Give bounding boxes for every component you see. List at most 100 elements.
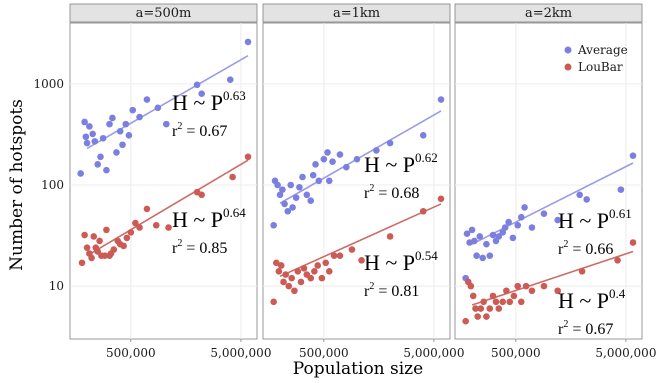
legend-label-loubar: LouBar [578,60,623,74]
x-tick-label: 500,000 [299,346,349,360]
data-point [510,292,518,300]
data-point [101,252,109,259]
data-point [467,282,475,290]
data-point [113,149,120,156]
r-symbol: r [364,185,370,202]
data-point [343,163,350,171]
plot-panel [69,22,258,340]
data-point [296,183,303,191]
data-point [462,317,469,325]
data-point [116,127,124,135]
fit-line-loubar [279,203,442,278]
data-point [358,257,365,264]
data-point [198,90,205,97]
data-point [486,252,494,259]
data-point [122,120,130,128]
facet-strip-label: a=2km [525,6,572,21]
data-point [386,233,394,240]
data-point [275,268,283,275]
data-point [554,287,561,295]
data-point [297,278,305,286]
fit-annotation-loubar: H ~ P0.64 r2 = 0.85 [172,205,246,257]
power-law-base: H ~ P [558,288,609,313]
data-point [419,132,427,139]
data-point [492,298,500,306]
data-point [229,173,236,181]
data-point [495,233,503,240]
data-point [629,239,637,246]
x-tick-label: 500,000 [106,346,156,360]
power-law-label: H ~ P0.62 [364,150,438,177]
series-loubar [462,239,637,325]
data-point [499,229,507,236]
data-point [285,282,293,290]
data-point [503,287,510,295]
data-point [514,221,522,229]
x-tick-label: 5,000,000 [210,346,271,360]
data-point [127,229,135,236]
data-point [617,186,625,193]
data-point [540,282,548,290]
data-point [468,226,476,234]
data-point [90,233,98,240]
data-point [437,195,445,203]
r-squared-exponent: 2 [563,319,568,330]
data-point [279,186,286,193]
data-point [495,305,503,312]
data-point [479,254,487,262]
data-point [82,133,90,141]
r-squared-exponent: 2 [563,239,568,250]
data-point [91,138,99,145]
data-point [489,231,497,239]
data-point [119,141,126,149]
power-law-exponent: 0.64 [223,205,246,220]
data-point [132,219,139,227]
data-point [472,305,479,312]
power-law-label: H ~ P0.54 [364,248,438,275]
data-point [154,104,162,112]
data-point [314,262,322,269]
data-point [77,170,84,177]
fit-annotation-loubar: H ~ P0.4 r2 = 0.67 [558,286,626,338]
power-law-exponent: 0.4 [609,286,626,301]
data-point [106,120,113,128]
data-point [540,210,548,218]
data-point [348,246,356,253]
r-symbol: r [172,123,178,140]
data-point [353,155,361,163]
power-law-exponent: 0.63 [223,88,246,103]
data-point [276,191,284,199]
facet-strip [262,3,451,23]
data-point [501,224,509,231]
data-point [143,96,151,103]
data-point [103,226,110,234]
data-point [330,252,338,259]
y-tick-label: 10 [49,279,64,293]
data-point [554,216,561,224]
data-point [123,234,131,242]
data-point [336,252,344,259]
legend: Average LouBar [564,43,628,74]
r-symbol: r [558,241,564,258]
data-point [489,292,497,300]
data-point [629,152,637,159]
data-point [110,246,118,253]
data-point [576,191,583,199]
r-squared-value: = 0.68 [374,185,419,202]
data-point [499,298,507,306]
data-point [315,177,323,185]
data-point [505,218,512,226]
data-point [89,130,96,138]
data-point [226,76,234,83]
data-point [307,274,315,282]
data-point [120,242,127,250]
data-point [270,221,277,229]
data-point [99,134,107,142]
r-squared-exponent: 2 [177,238,182,249]
data-point [136,224,143,231]
power-law-exponent: 0.62 [415,150,438,165]
data-point [336,151,344,158]
y-tick-label: 100 [41,178,64,192]
fit-line-average [279,110,442,204]
